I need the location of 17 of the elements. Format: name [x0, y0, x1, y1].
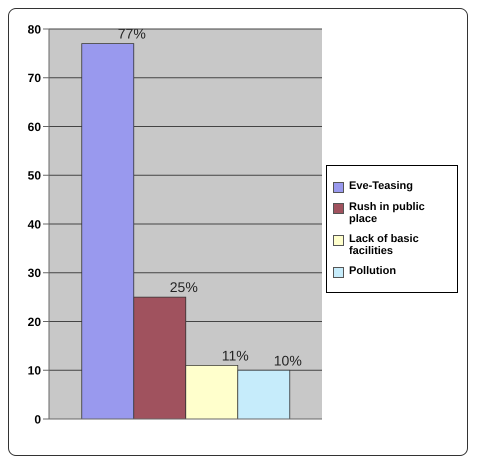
- y-tick-label: 20: [28, 314, 42, 329]
- legend-label: Eve-Teasing: [349, 180, 413, 192]
- y-tick-label: 10: [28, 364, 42, 378]
- legend-label: Lack of basic facilities: [349, 233, 420, 257]
- legend-label: Pollution: [349, 265, 396, 277]
- y-tick-label: 40: [28, 217, 42, 232]
- data-label: 25%: [170, 279, 198, 296]
- y-tick-label: 60: [28, 120, 42, 134]
- y-tick-label: 0: [34, 412, 42, 426]
- y-tick-label: 70: [28, 71, 42, 86]
- legend-label: Rush in public place: [349, 201, 426, 225]
- data-label: 10%: [274, 352, 302, 368]
- y-tick-label: 80: [28, 22, 42, 36]
- data-label: 11%: [222, 347, 249, 364]
- y-tick-label: 30: [28, 266, 42, 280]
- y-tick-label: 50: [28, 168, 42, 183]
- data-label: 77%: [118, 26, 146, 42]
